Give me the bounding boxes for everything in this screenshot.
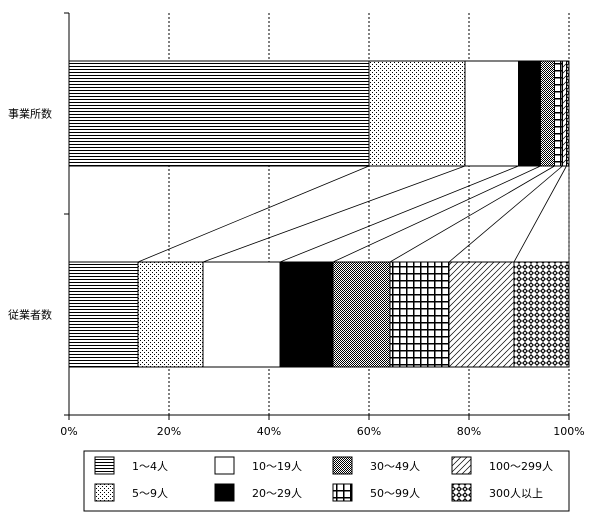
legend-label: 1～4人	[132, 460, 168, 473]
axes	[64, 12, 570, 420]
legend: 1～4人 10～19人 30～49人 100～299人 5～9人 20～29人 50～99人…	[83, 450, 570, 512]
connector-line	[389, 165, 555, 263]
bar-segment	[540, 60, 555, 167]
x-tick-label: 20%	[157, 425, 181, 438]
legend-label: 300人以上	[489, 487, 543, 500]
bar-segment	[513, 261, 570, 368]
category-label: 事業所数	[8, 108, 52, 121]
x-tick-label: 40%	[257, 425, 281, 438]
legend-label: 100～299人	[489, 460, 553, 473]
bar-segment	[202, 261, 281, 368]
bar-segment	[389, 261, 450, 368]
connector-line	[202, 165, 466, 263]
legend-label: 10～19人	[252, 460, 302, 473]
connector-lines	[137, 165, 570, 263]
legend-box	[83, 450, 570, 512]
legend-swatch	[332, 456, 353, 475]
x-tick-label: 60%	[357, 425, 381, 438]
bar-segment	[518, 60, 541, 167]
bar-segment	[448, 261, 515, 368]
bars-layer	[68, 60, 570, 368]
legend-swatch	[332, 483, 353, 502]
x-tick-label: 0%	[60, 425, 77, 438]
connector-line	[332, 165, 541, 263]
legend-swatch	[451, 483, 472, 502]
connector-line	[448, 165, 563, 263]
bar-segment	[566, 60, 570, 167]
legend-swatch	[451, 456, 472, 475]
legend-label: 30～49人	[370, 460, 420, 473]
bar-segment	[562, 60, 567, 167]
bar-segment	[332, 261, 391, 368]
legend-swatch	[94, 456, 115, 475]
x-tick-label: 100%	[553, 425, 584, 438]
category-label: 従業者数	[8, 309, 52, 322]
x-tick-labels: 0% 20% 40% 60% 80% 100%	[60, 425, 584, 438]
legend-label: 50～99人	[370, 487, 420, 500]
bar-segment	[464, 60, 519, 167]
bar-segment	[68, 60, 370, 167]
legend-swatch	[214, 483, 235, 502]
legend-swatch	[214, 456, 235, 475]
legend-label: 5～9人	[132, 487, 168, 500]
connector-line	[137, 165, 370, 263]
x-tick-label: 80%	[457, 425, 481, 438]
connector-line	[279, 165, 519, 263]
bar-segment	[68, 261, 139, 368]
bar-segment	[279, 261, 334, 368]
connector-line	[513, 165, 567, 263]
bar-segment	[554, 60, 563, 167]
bar-segment	[368, 60, 466, 167]
legend-label: 20～29人	[252, 487, 302, 500]
legend-swatch	[94, 483, 115, 502]
bar-segment	[137, 261, 204, 368]
